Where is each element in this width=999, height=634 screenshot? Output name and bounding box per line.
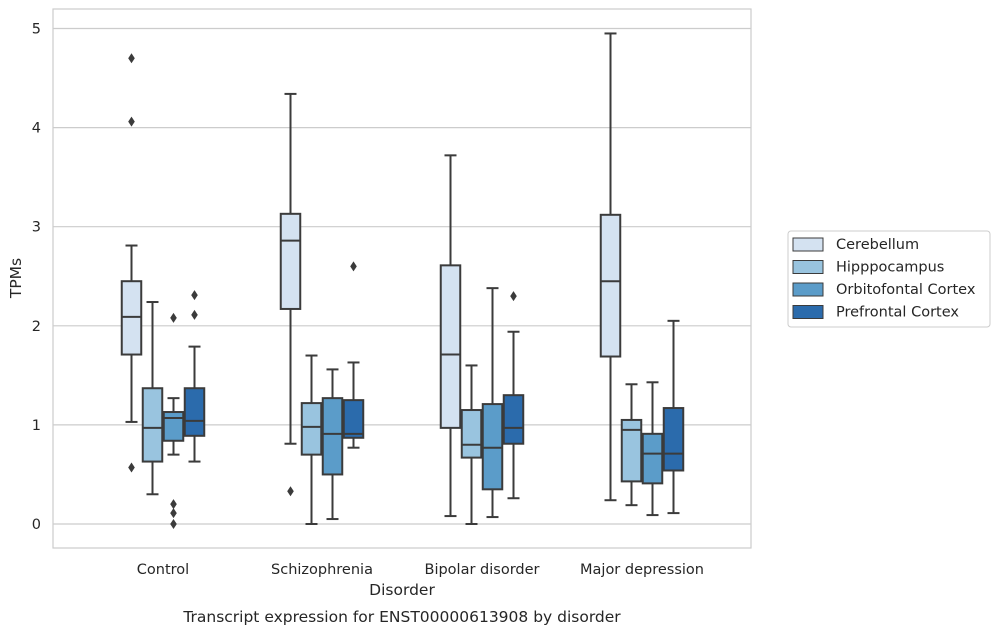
box-cerebellum-2 [439, 154, 462, 518]
x-tick-label: Schizophrenia [271, 562, 373, 578]
box-orbitofontal-cortex-0 [162, 312, 185, 529]
legend-frame [787, 230, 991, 328]
box-cerebellum-3 [599, 32, 622, 502]
box-hipppocampus-2 [460, 364, 483, 525]
box-hipppocampus-0 [141, 301, 164, 496]
box-prefrontal-cortex-3 [662, 319, 685, 515]
box-iqr [599, 213, 622, 358]
outlier-point [128, 116, 135, 127]
box-iqr [183, 387, 206, 437]
chart-caption: Transcript expression for ENST0000061390… [182, 608, 621, 626]
box-iqr [460, 409, 483, 459]
box-groups [120, 32, 685, 529]
box-iqr [141, 387, 164, 463]
box-iqr [162, 411, 185, 442]
x-tick-label: Bipolar disorder [425, 562, 540, 578]
plot-frame [52, 8, 752, 549]
y-tick-label: 5 [32, 22, 41, 38]
y-axis-ticks: 0 1 2 3 4 5 [32, 22, 41, 534]
y-tick-label: 1 [32, 418, 41, 434]
x-axis-ticks: Control Schizophrenia Bipolar disorder Majo… [137, 562, 704, 578]
x-tick-label: Major depression [580, 562, 704, 578]
outlier-point [510, 291, 517, 302]
box-prefrontal-cortex-2 [502, 291, 525, 500]
legend-label: Cerebellum [836, 237, 919, 253]
outlier-point [191, 309, 198, 320]
box-iqr [321, 397, 344, 476]
outlier-point [170, 519, 177, 529]
box-hipppocampus-3 [620, 383, 643, 507]
box-cerebellum-1 [279, 92, 302, 497]
x-tick-label: Control [137, 562, 189, 578]
outlier-point [170, 499, 177, 510]
box-iqr [502, 394, 525, 445]
outlier-point [350, 261, 357, 272]
box-iqr [439, 264, 462, 429]
box-cerebellum-0 [120, 53, 143, 473]
box-iqr [620, 418, 643, 483]
box-orbitofontal-cortex-1 [321, 368, 344, 521]
legend-swatch [792, 237, 824, 252]
y-tick-label: 3 [32, 220, 41, 236]
box-iqr [662, 407, 685, 472]
outlier-point [128, 462, 135, 473]
outlier-point [287, 486, 294, 497]
box-prefrontal-cortex-0 [183, 290, 206, 463]
legend-label: Hipppocampus [836, 260, 944, 276]
legend-label: Prefrontal Cortex [836, 305, 959, 321]
box-hipppocampus-1 [300, 354, 323, 525]
box-iqr [279, 212, 302, 310]
outlier-point [191, 290, 198, 301]
box-iqr [641, 432, 664, 485]
y-tick-label: 0 [32, 517, 41, 533]
outlier-point [170, 508, 177, 519]
legend-swatch [792, 305, 824, 319]
legend-label: Orbitofontal Cortex [836, 282, 976, 298]
box-iqr [342, 399, 365, 439]
box-orbitofontal-cortex-3 [641, 381, 664, 517]
outlier-point [128, 53, 135, 64]
y-axis-label: TPMs [7, 258, 25, 299]
outlier-point [170, 312, 177, 323]
legend: Cerebellum Hipppocampus Orbitofontal Corte… [787, 230, 991, 328]
box-iqr [300, 402, 323, 456]
legend-swatch [792, 260, 824, 274]
legend-swatch [792, 282, 824, 297]
y-tick-label: 4 [32, 121, 41, 137]
x-axis-label: Disorder [369, 581, 435, 599]
box-prefrontal-cortex-1 [342, 261, 365, 449]
box-orbitofontal-cortex-2 [481, 287, 504, 519]
y-tick-label: 2 [32, 319, 41, 335]
